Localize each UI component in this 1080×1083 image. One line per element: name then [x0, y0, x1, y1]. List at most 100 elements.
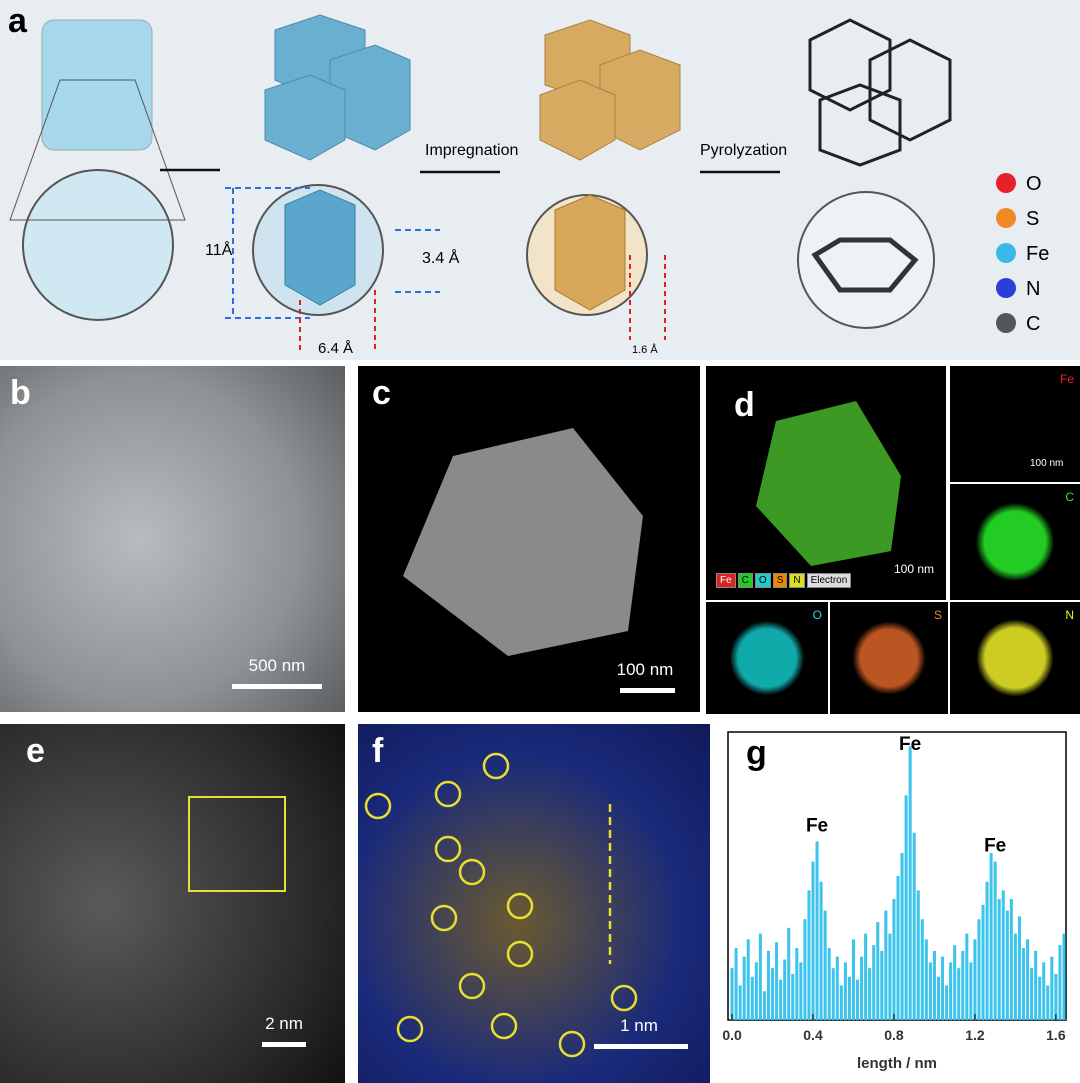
zoom-box — [188, 796, 286, 892]
bar — [1038, 976, 1042, 1020]
atom-swatch — [996, 208, 1016, 228]
bar — [787, 927, 791, 1020]
bar — [900, 852, 904, 1020]
o-map: O — [706, 602, 828, 714]
panel-label: g — [746, 734, 767, 772]
bar — [1030, 968, 1034, 1020]
bar — [827, 948, 831, 1020]
bar — [997, 899, 1001, 1020]
bar — [815, 841, 819, 1020]
peak-annotation: Fe — [899, 734, 921, 755]
beaker — [41, 19, 153, 151]
scale-label: 100 nm — [894, 562, 935, 576]
impregnated-crystals — [539, 19, 681, 161]
zif-crystals — [264, 14, 411, 161]
scale-label: 100 nm — [616, 660, 674, 679]
scale-label: 2 nm — [265, 1014, 303, 1033]
bar — [799, 962, 803, 1020]
panel-label: d — [734, 386, 755, 424]
bar — [750, 976, 754, 1020]
bar — [738, 985, 742, 1020]
chip: O — [754, 573, 771, 588]
bar — [1017, 916, 1021, 1020]
bar — [1034, 950, 1038, 1020]
atom-name: N — [1026, 278, 1040, 300]
s-map: S — [830, 602, 948, 714]
panel-c: c 100 nm — [358, 366, 700, 712]
atom-swatch — [996, 313, 1016, 333]
bar — [1009, 899, 1013, 1020]
scale-bar — [262, 1042, 306, 1047]
atom-circles — [364, 752, 638, 1058]
panel-f: f 1 nm — [358, 724, 710, 1083]
bar — [985, 881, 989, 1020]
dimension: 11Å — [205, 242, 233, 259]
bar — [864, 933, 868, 1020]
bar — [762, 991, 766, 1020]
bar — [892, 899, 896, 1020]
bar — [835, 956, 839, 1020]
zoom-circle — [22, 169, 174, 321]
atom-name: Fe — [1026, 243, 1049, 265]
bar — [912, 832, 916, 1020]
bar — [928, 962, 932, 1020]
bar — [1054, 973, 1058, 1020]
bar — [1021, 948, 1026, 1020]
scale-bar — [232, 684, 322, 689]
scale-label: 100 nm — [1030, 458, 1064, 469]
bar — [1001, 890, 1005, 1020]
bar — [896, 876, 900, 1020]
bar — [973, 939, 977, 1020]
x-tick-label: 1.2 — [965, 1027, 985, 1043]
atom-name: O — [1026, 173, 1042, 195]
bar — [831, 968, 835, 1020]
bar — [823, 910, 827, 1020]
bar — [949, 962, 953, 1020]
dimension: 1.6 Å — [632, 344, 658, 356]
bar — [904, 795, 908, 1020]
chip: Fe — [716, 573, 736, 588]
bar — [916, 890, 920, 1020]
n-map: N — [950, 602, 1080, 714]
bar — [961, 950, 965, 1020]
panel-b: b 500 nm — [0, 366, 345, 712]
bar — [953, 945, 957, 1020]
atom-swatch — [996, 278, 1016, 298]
map-label: Fe — [1059, 372, 1074, 386]
bar — [851, 939, 856, 1020]
step-label: Impregnation — [425, 142, 519, 159]
dimension: 3.4 Å — [422, 250, 460, 267]
cage — [554, 194, 626, 311]
bar — [969, 962, 973, 1020]
peak-annotation: Fe — [984, 836, 1006, 857]
bar — [993, 861, 997, 1020]
dim-lines-red — [299, 255, 666, 352]
panel-a-art: OS Fe NC — [9, 14, 1049, 352]
bar — [803, 919, 807, 1020]
bar — [1026, 939, 1030, 1020]
atom-legend: OS Fe NC — [996, 173, 1049, 335]
bar — [758, 933, 762, 1020]
bar — [766, 950, 770, 1020]
panel-label: e — [26, 732, 45, 770]
peak-annotation: Fe — [806, 815, 828, 836]
bar — [775, 942, 779, 1020]
c-map: C — [950, 484, 1080, 600]
bar — [860, 956, 864, 1020]
panel-d: d Fe C O S N Electron 100 nm Fe 100 nm C O S N — [706, 366, 1080, 716]
map-label: N — [1065, 608, 1074, 622]
zoom-circle — [797, 191, 935, 329]
bar — [880, 950, 884, 1020]
bar — [807, 890, 811, 1020]
chip-row: Fe C O S N Electron — [716, 570, 853, 588]
bar — [1013, 933, 1017, 1020]
bar — [779, 979, 783, 1020]
bar — [936, 976, 941, 1020]
bar — [730, 968, 734, 1020]
bar — [856, 979, 860, 1020]
panel-label: a — [8, 2, 27, 40]
x-axis-label: length / nm — [857, 1055, 937, 1072]
bar — [1062, 933, 1066, 1020]
panel-label: c — [372, 374, 391, 412]
bar — [791, 973, 795, 1020]
